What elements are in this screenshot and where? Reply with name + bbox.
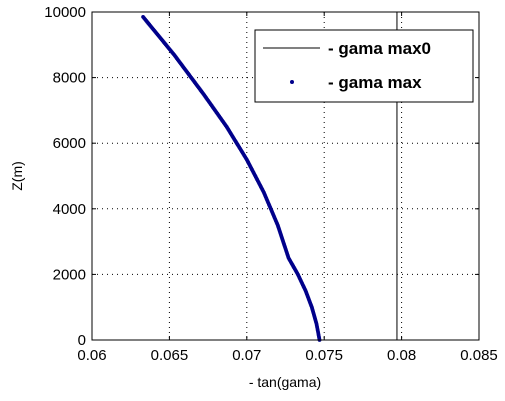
legend-box <box>254 29 474 103</box>
x-tick-label: 0.075 <box>305 347 343 364</box>
series-layer <box>141 12 398 342</box>
x-tick-labels: 0.06 0.065 0.07 0.075 0.08 0.085 <box>77 347 497 364</box>
x-tick-label: 0.065 <box>151 347 189 364</box>
axis-ticks <box>91 11 480 341</box>
y-tick-labels: 0 2000 4000 6000 8000 10000 <box>44 4 86 349</box>
x-tick-label: 0.085 <box>460 347 498 364</box>
legend-label-gama-max: - gama max <box>328 73 422 92</box>
x-axis-label: - tan(gama) <box>249 374 321 390</box>
data-point <box>141 15 145 19</box>
legend: - gama max0 - gama max <box>254 29 474 103</box>
plot-frame <box>91 11 480 341</box>
x-tick-label: 0.06 <box>77 347 106 364</box>
x-tick-label: 0.07 <box>232 347 261 364</box>
y-tick-label: 8000 <box>53 70 86 87</box>
y-tick-label: 6000 <box>53 135 86 152</box>
y-tick-label: 10000 <box>44 4 86 21</box>
y-tick-label: 0 <box>78 332 86 349</box>
legend-marker-swatch <box>290 80 294 84</box>
x-tick-label: 0.08 <box>387 347 416 364</box>
series-gama-max-points <box>141 15 322 342</box>
legend-label-gama-max0: - gama max0 <box>328 39 431 58</box>
y-axis-label: Z(m) <box>9 161 25 191</box>
y-tick-label: 2000 <box>53 266 86 283</box>
y-tick-label: 4000 <box>53 201 86 218</box>
